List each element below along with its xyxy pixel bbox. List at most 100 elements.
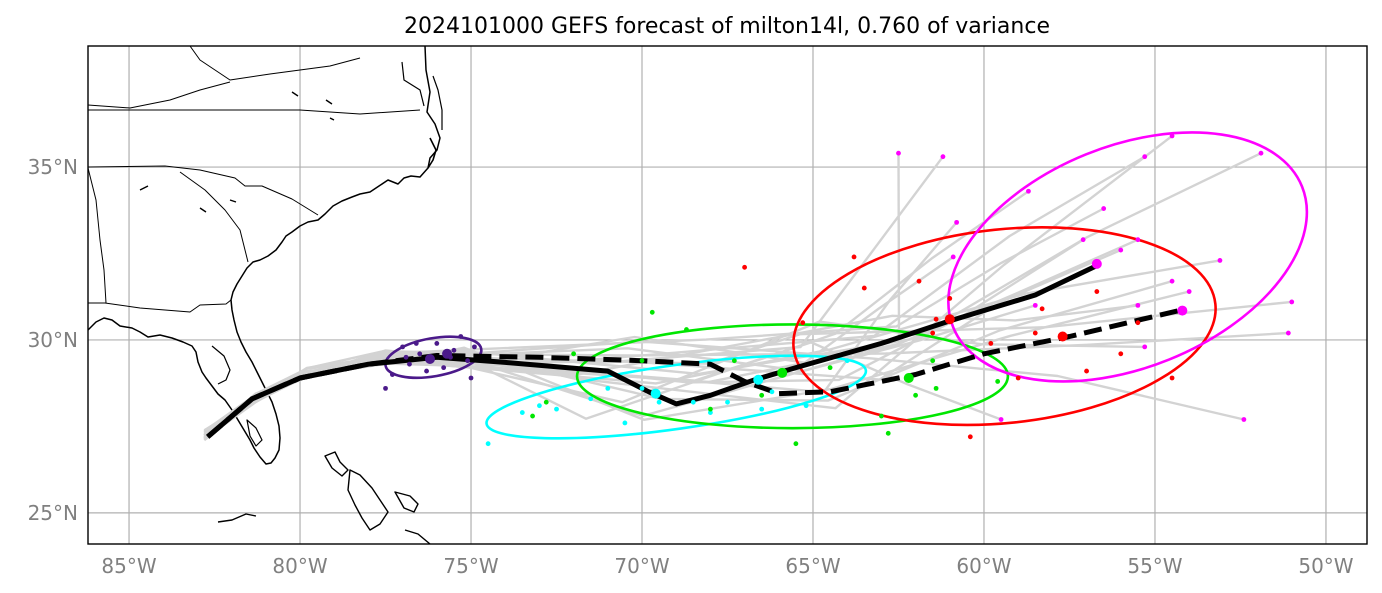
ensemble-position-lead-3 xyxy=(827,365,833,371)
ensemble-position-lead-2 xyxy=(622,420,628,426)
ensemble-position-lead-4 xyxy=(1118,351,1124,357)
mean-position-dashed-lead-4 xyxy=(1057,331,1068,342)
x-tick-label: 80°W xyxy=(272,554,327,578)
ensemble-position-lead-3 xyxy=(530,413,535,419)
y-tick-label: 35°N xyxy=(28,155,78,179)
ensemble-position-lead-1 xyxy=(383,385,388,391)
map-frame xyxy=(87,45,1368,545)
ensemble-position-lead-5 xyxy=(1118,247,1124,253)
ensemble-position-lead-2 xyxy=(588,396,594,402)
ensemble-positions xyxy=(383,133,1295,447)
mean-position-solid-lead-2 xyxy=(650,388,661,399)
ensemble-position-lead-4 xyxy=(1084,368,1089,374)
mean-position-solid-lead-5 xyxy=(1091,258,1102,269)
outer-banks xyxy=(427,137,437,169)
mean-tracks xyxy=(206,263,1180,439)
ensemble-position-lead-4 xyxy=(851,254,857,260)
ensemble-position-lead-5 xyxy=(998,417,1004,422)
ensemble-position-lead-2 xyxy=(690,399,696,405)
ensemble-position-lead-4 xyxy=(1015,375,1021,381)
ensemble-position-lead-5 xyxy=(950,254,956,260)
ensemble-position-lead-2 xyxy=(769,389,775,395)
ensemble-position-lead-3 xyxy=(649,309,655,315)
map-background xyxy=(88,46,1367,544)
florida-lake xyxy=(246,419,263,447)
ensemble-position-lead-5 xyxy=(1026,188,1031,194)
bahamas-andros xyxy=(347,469,389,531)
ensemble-position-lead-4 xyxy=(742,264,747,270)
mean-position-dashed-lead-2 xyxy=(753,374,764,385)
mean-track-dashed xyxy=(206,308,1180,439)
ensemble-position-lead-2 xyxy=(605,385,611,391)
ensemble-position-lead-2 xyxy=(656,399,662,405)
ensemble-position-lead-5 xyxy=(1169,278,1175,284)
spread-ellipse-lead-1 xyxy=(384,335,483,380)
mean-position-dashed-lead-5 xyxy=(1177,305,1188,316)
ensemble-position-lead-5 xyxy=(954,219,960,225)
coastline-and-borders xyxy=(88,46,443,544)
state-border-al-ga xyxy=(88,167,107,304)
bahamas-exuma xyxy=(404,529,431,544)
ensemble-position-lead-5 xyxy=(1135,302,1141,308)
ensemble-position-lead-1 xyxy=(400,344,406,350)
ensemble-position-lead-4 xyxy=(930,330,936,336)
mean-position-solid-lead-3 xyxy=(777,367,788,378)
ensemble-position-lead-3 xyxy=(543,399,549,405)
ensemble-position-lead-4 xyxy=(1032,330,1038,336)
state-border-ky-va xyxy=(88,81,231,109)
ensemble-position-lead-3 xyxy=(885,430,891,436)
state-border-va-nc xyxy=(88,109,421,115)
ensemble-position-lead-2 xyxy=(485,441,491,447)
state-border-nc-sc xyxy=(88,165,319,216)
ensemble-position-lead-1 xyxy=(413,341,419,346)
ensemble-position-lead-1 xyxy=(472,344,477,350)
spread-ellipse-lead-5 xyxy=(947,131,1309,383)
ensemble-position-lead-5 xyxy=(1142,344,1148,350)
ensemble-position-lead-2 xyxy=(759,406,765,412)
state-border-wv xyxy=(189,46,361,81)
ensemble-position-lead-2 xyxy=(639,385,645,391)
chart-title: 2024101000 GEFS forecast of milton14l, 0… xyxy=(404,14,1050,39)
y-tick-label: 25°N xyxy=(28,501,78,525)
ensemble-position-lead-1 xyxy=(424,368,429,374)
ensemble-position-lead-2 xyxy=(708,410,713,415)
ensemble-position-lead-1 xyxy=(389,372,395,377)
ensemble-position-lead-2 xyxy=(725,399,730,405)
bahamas-island xyxy=(324,451,349,477)
ensemble-position-lead-3 xyxy=(684,327,689,332)
ensemble-position-lead-3 xyxy=(571,351,577,357)
ensemble-position-lead-4 xyxy=(916,278,922,284)
ensemble-position-lead-2 xyxy=(537,403,542,409)
ensemble-position-lead-3 xyxy=(639,358,645,364)
mean-position-dashed-lead-3 xyxy=(903,373,914,383)
ensemble-position-lead-2 xyxy=(803,403,809,409)
chesapeake-bay xyxy=(401,61,425,107)
ensemble-position-lead-4 xyxy=(1094,289,1100,294)
inland-lakes xyxy=(139,91,335,213)
ensemble-position-lead-2 xyxy=(844,358,850,364)
ensemble-position-lead-3 xyxy=(878,413,884,419)
ensemble-position-lead-3 xyxy=(933,385,939,391)
ensemble-position-lead-3 xyxy=(913,392,918,398)
ensemble-position-lead-2 xyxy=(519,410,525,415)
ensemble-position-lead-3 xyxy=(731,358,737,364)
ensemble-position-lead-1 xyxy=(465,358,470,364)
y-tick-label: 30°N xyxy=(28,328,78,352)
x-tick-label: 55°W xyxy=(1127,554,1182,578)
spread-ellipse-lead-3 xyxy=(575,323,1010,430)
state-border-ga-fl xyxy=(88,299,232,313)
ensemble-position-lead-1 xyxy=(458,334,464,339)
x-tick-label: 65°W xyxy=(785,554,840,578)
ensemble-position-lead-1 xyxy=(451,347,457,353)
spread-ellipse-lead-4 xyxy=(792,226,1217,427)
ensemble-position-lead-1 xyxy=(441,365,447,371)
ensemble-position-lead-4 xyxy=(933,316,939,322)
delmarva-shore xyxy=(432,75,443,130)
ensemble-position-lead-5 xyxy=(1169,133,1175,139)
ensemble-position-lead-4 xyxy=(1135,320,1141,326)
mean-position-solid-lead-4 xyxy=(944,314,955,325)
ensemble-position-lead-1 xyxy=(468,375,474,381)
ensemble-position-lead-5 xyxy=(1032,302,1038,308)
ensemble-position-lead-4 xyxy=(800,320,806,326)
